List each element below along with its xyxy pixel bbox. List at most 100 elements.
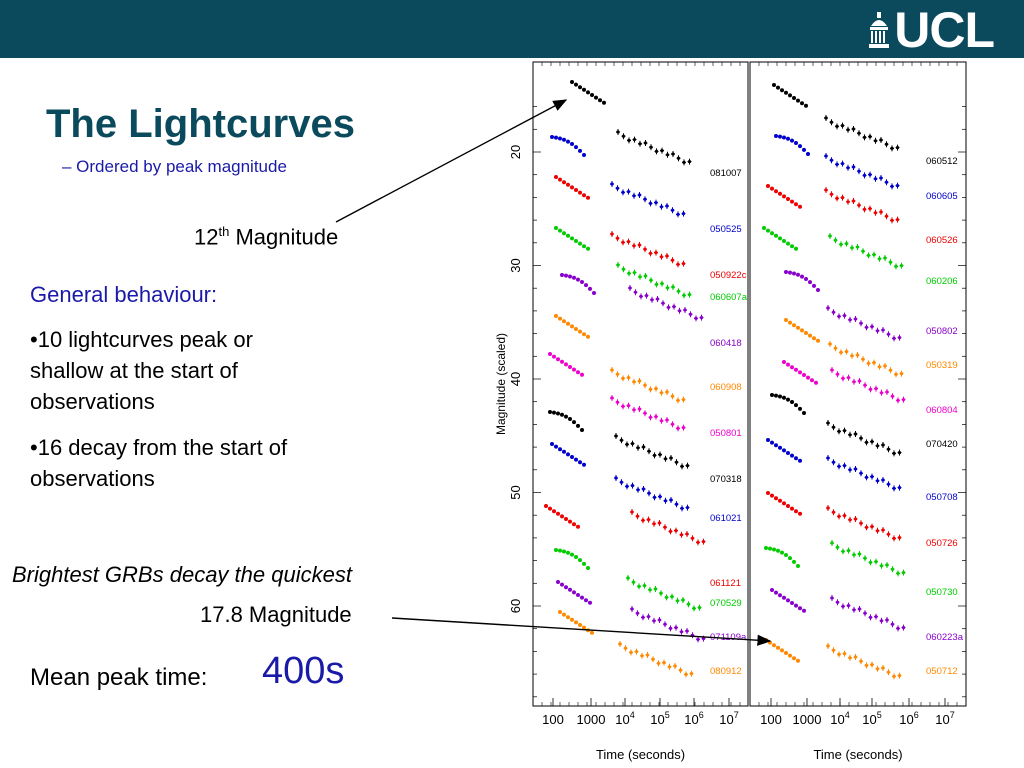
lightcurve-point xyxy=(648,201,653,205)
lightcurve-point xyxy=(862,173,867,177)
lightcurve-point xyxy=(556,511,560,516)
lightcurve-point xyxy=(643,247,647,251)
lightcurve-point xyxy=(879,391,884,395)
lightcurve-point xyxy=(572,367,576,372)
lightcurve-point xyxy=(615,236,620,240)
y-tick-label: 50 xyxy=(508,485,523,499)
lightcurve-point xyxy=(685,506,690,510)
lightcurve-point xyxy=(786,451,790,455)
lightcurve-point xyxy=(638,142,642,146)
lightcurve-point xyxy=(670,595,674,599)
lightcurve-point xyxy=(562,319,566,324)
lightcurve-point xyxy=(798,406,802,411)
lightcurve-point xyxy=(885,563,889,567)
lightcurve-point xyxy=(848,656,852,660)
lightcurve-point xyxy=(778,236,782,241)
lightcurve-point xyxy=(642,584,647,588)
lightcurve-point xyxy=(626,576,630,580)
lightcurve-point xyxy=(621,240,625,244)
lightcurve-point xyxy=(780,550,784,555)
lightcurve-point xyxy=(879,210,883,214)
lightcurve-point xyxy=(685,532,689,536)
lightcurve-point xyxy=(786,504,790,508)
lightcurve-point xyxy=(857,607,862,611)
slide-subtitle: – Ordered by peak magnitude xyxy=(62,157,287,176)
x-tick-label: 106 xyxy=(684,710,703,727)
lightcurve-point xyxy=(864,663,869,668)
lightcurve-point xyxy=(648,251,653,255)
lightcurve-point xyxy=(566,615,570,620)
lightcurve-point xyxy=(616,263,620,267)
y-tick-label: 20 xyxy=(508,145,523,159)
lightcurve-point xyxy=(844,242,849,246)
lightcurve-point xyxy=(857,203,861,207)
lightcurve-point xyxy=(770,231,774,236)
lightcurve-point xyxy=(790,199,794,204)
lightcurve-point xyxy=(852,380,856,384)
lightcurve-label: 061121 xyxy=(710,578,741,589)
lightcurve-point xyxy=(641,487,646,491)
lightcurve-point xyxy=(800,101,804,106)
lightcurve-point xyxy=(890,146,894,150)
lightcurve-point xyxy=(796,564,800,569)
lightcurve-point xyxy=(770,588,774,592)
lightcurve-point xyxy=(576,370,580,375)
lightcurve-point xyxy=(564,414,568,419)
lightcurve-point xyxy=(828,342,832,346)
lightcurve-point xyxy=(782,395,786,400)
lightcurve-point xyxy=(582,193,586,198)
lightcurve-point xyxy=(892,674,896,679)
lightcurve-point xyxy=(647,449,651,453)
lightcurve-point xyxy=(874,560,878,564)
lightcurve-point xyxy=(808,280,812,285)
lightcurve-point xyxy=(580,428,584,433)
lightcurve-point xyxy=(776,85,780,90)
lightcurve-point xyxy=(570,552,574,557)
lightcurve-point xyxy=(680,506,684,510)
lightcurve-point xyxy=(778,191,782,196)
lightcurve-point xyxy=(831,425,836,429)
lightcurve-point xyxy=(682,293,686,297)
lightcurve-point xyxy=(657,521,662,525)
lightcurve-point xyxy=(886,532,891,536)
lightcurve-point xyxy=(794,456,798,461)
lightcurve-point xyxy=(572,522,576,527)
lightcurve-point xyxy=(692,606,696,611)
lightcurve-point xyxy=(673,664,677,668)
lightcurve-point xyxy=(594,95,598,100)
lightcurve-point xyxy=(632,194,636,198)
y-tick-label: 40 xyxy=(508,372,523,386)
lightcurve-point xyxy=(566,139,570,144)
lightcurve-point xyxy=(663,457,668,461)
lightcurve-point xyxy=(568,274,572,279)
lightcurve-point xyxy=(578,329,582,334)
lightcurve-point xyxy=(574,145,578,150)
lightcurve-point xyxy=(868,387,873,391)
lightcurve-point xyxy=(857,379,862,383)
lightcurve-point xyxy=(853,432,858,436)
lightcurve-point xyxy=(685,464,690,468)
lightcurve-point xyxy=(632,271,637,275)
lightcurve-point xyxy=(877,257,882,261)
lightcurve-point xyxy=(582,625,586,630)
lightcurve-point xyxy=(846,128,850,132)
lightcurve-point xyxy=(808,333,812,338)
lightcurve-point xyxy=(588,286,592,291)
lightcurve-point xyxy=(655,297,660,301)
lightcurve-point xyxy=(669,498,673,502)
lightcurve-point xyxy=(578,148,582,153)
lightcurve-point xyxy=(850,246,854,250)
lightcurve-point xyxy=(784,651,788,655)
lightcurve-point xyxy=(564,517,568,521)
lightcurve-point xyxy=(846,166,850,170)
bullet-1: •10 lightcurves peak or shallow at the s… xyxy=(30,327,253,414)
lightcurve-point xyxy=(868,173,872,177)
lightcurve-point xyxy=(654,149,659,153)
lightcurve-point xyxy=(841,549,845,554)
lightcurve-point xyxy=(897,486,902,490)
lightcurve-point xyxy=(846,549,851,553)
lightcurve-point xyxy=(630,442,635,446)
lightcurve-point xyxy=(637,584,641,589)
lightcurve-point xyxy=(659,591,663,595)
lightcurve-point xyxy=(883,364,887,368)
